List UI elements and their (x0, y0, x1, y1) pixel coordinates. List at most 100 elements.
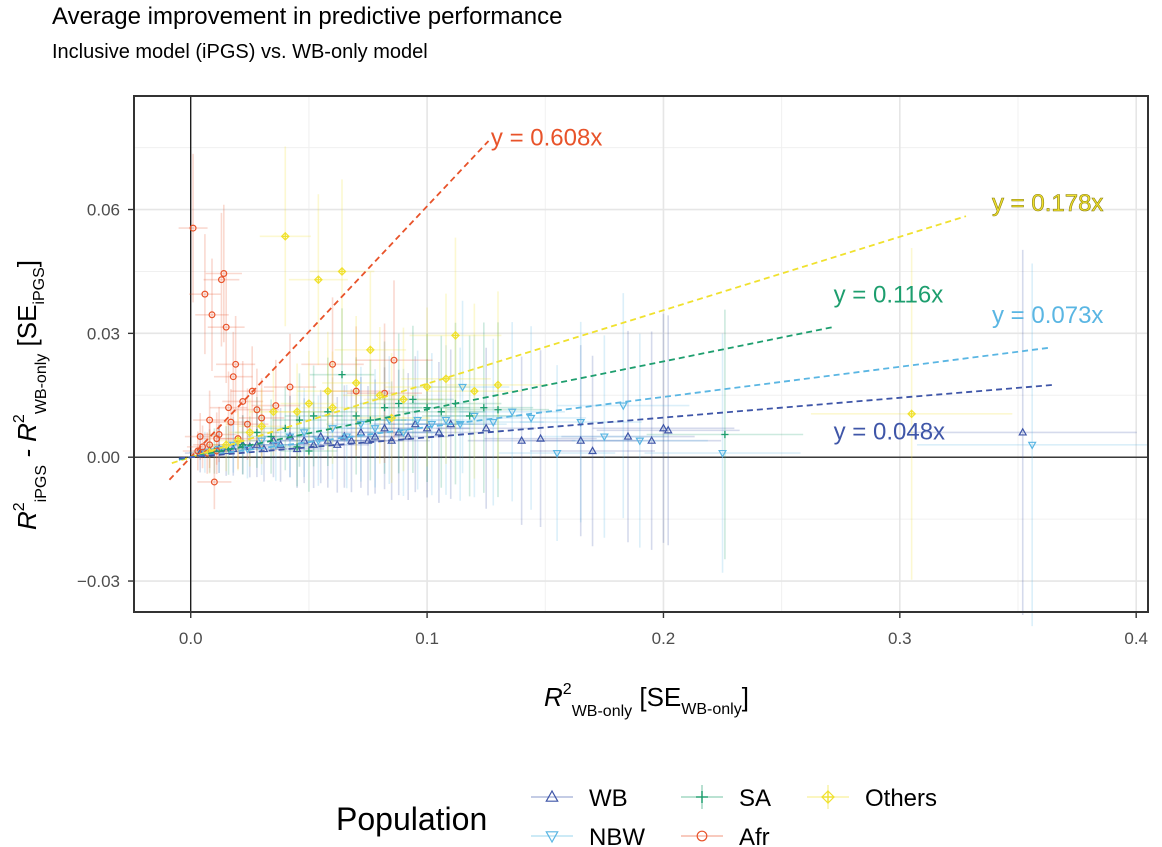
data-point-nbw (599, 433, 609, 442)
x-axis-ticks: 0.0 0.1 0.2 0.3 0.4 (179, 612, 1148, 648)
legend-item-others: Others (807, 785, 937, 812)
fit-label-sa: y = 0.116x (834, 281, 944, 308)
data-point-others (907, 409, 917, 419)
fit-label-wb: y = 0.048x (834, 418, 945, 445)
chart-subtitle: Inclusive model (iPGS) vs. WB-only model (52, 41, 428, 63)
legend-item-afr: Afr (681, 824, 770, 847)
data-point-wb (1018, 427, 1028, 436)
legend-item-sa: SA (681, 785, 771, 812)
data-point-nbw (441, 416, 451, 425)
data-point-wb (276, 439, 285, 448)
plot-background (134, 96, 1148, 612)
data-point-wb (659, 423, 668, 432)
data-point-sa (293, 443, 301, 451)
fit-line-wb (178, 383, 1056, 460)
data-point-sa (281, 424, 289, 432)
data-point-nbw (271, 441, 281, 450)
data-point-wb (623, 431, 633, 440)
data-point-others (313, 275, 323, 285)
fit-line-others (171, 215, 967, 464)
legend: WB NBW SA Afr Others (531, 785, 937, 847)
data-point-nbw (455, 421, 465, 430)
data-point-nbw (576, 418, 586, 427)
legend-label-wb: WB (589, 785, 628, 812)
data-point-others (280, 231, 290, 241)
data-point-nbw (718, 449, 727, 458)
data-point-nbw (427, 421, 437, 430)
legend-label-sa: SA (739, 785, 771, 812)
data-point-sa (721, 430, 729, 439)
data-point-afr (225, 404, 233, 412)
data-point-others (233, 436, 243, 446)
data-point-sa (267, 432, 275, 441)
fit-label-nbw: y = 0.073x (992, 302, 1103, 329)
data-point-others (323, 386, 333, 396)
data-point-others (451, 330, 460, 340)
data-point-nbw (507, 408, 517, 417)
data-point-others (469, 386, 479, 396)
data-point-sa (466, 412, 474, 420)
data-point-afr (201, 290, 209, 298)
fit-line-sa (178, 326, 834, 461)
data-point-afr (196, 433, 204, 441)
data-point-afr (189, 224, 197, 232)
legend-marker-afr (696, 830, 708, 842)
data-point-others (304, 399, 314, 408)
data-point-afr (239, 397, 247, 405)
x-tick-label: 0.1 (415, 629, 439, 648)
y-tick-label: 0.03 (87, 324, 120, 343)
legend-marker-wb (545, 789, 559, 802)
data-point-sa (409, 395, 417, 404)
data-point-afr (248, 387, 256, 395)
data-point-afr (206, 441, 214, 449)
data-point-sa (494, 406, 502, 414)
data-point-wb (363, 435, 373, 444)
data-point-afr (390, 356, 398, 364)
data-point-wb (394, 427, 404, 436)
zero-reference-lines (134, 96, 1148, 612)
data-point-afr (243, 420, 251, 428)
data-point-nbw (458, 383, 467, 392)
fit-lines (168, 140, 1056, 481)
legend-title: Population (336, 801, 487, 837)
data-point-afr (217, 276, 225, 284)
y-axis-ticks: −0.03 0.00 0.03 0.06 (77, 201, 134, 591)
data-point-others (328, 403, 337, 413)
legend-item-wb: WB (531, 785, 628, 812)
data-point-afr (194, 447, 202, 455)
data-point-sa (437, 408, 445, 416)
data-point-wb (339, 431, 349, 440)
data-point-nbw (356, 421, 366, 430)
data-point-afr (213, 435, 221, 443)
legend-marker-others (821, 790, 835, 804)
plot-border (133, 95, 1149, 613)
legend-label-nbw: NBW (589, 824, 645, 847)
data-point-nbw (299, 429, 309, 438)
data-point-wb (434, 427, 444, 436)
data-point-wb (663, 425, 673, 434)
fit-label-others: y = 0.178x (992, 190, 1103, 217)
data-point-nbw (257, 437, 267, 446)
data-point-sa (380, 404, 389, 412)
data-point-others (221, 440, 231, 450)
data-point-others (351, 378, 361, 388)
data-point-nbw (370, 425, 380, 434)
data-point-afr (258, 414, 266, 422)
data-point-others (375, 390, 385, 400)
plot-frame (133, 95, 1149, 613)
data-point-sa (310, 412, 318, 420)
data-point-sa (395, 399, 403, 408)
chart-title: Average improvement in predictive perfor… (52, 3, 562, 30)
fit-line-afr (168, 140, 490, 481)
legend-marker-sa (696, 791, 708, 803)
data-point-others (257, 421, 267, 431)
data-point-afr (220, 270, 228, 277)
data-point-afr (329, 360, 337, 368)
y-axis-title: R2iPGS - R2WB-only [SEiPGS] (11, 260, 50, 530)
data-point-afr (206, 416, 214, 424)
data-point-sa (480, 404, 488, 412)
data-point-wb (380, 423, 389, 432)
data-point-afr (210, 478, 218, 486)
data-point-afr (229, 373, 237, 381)
